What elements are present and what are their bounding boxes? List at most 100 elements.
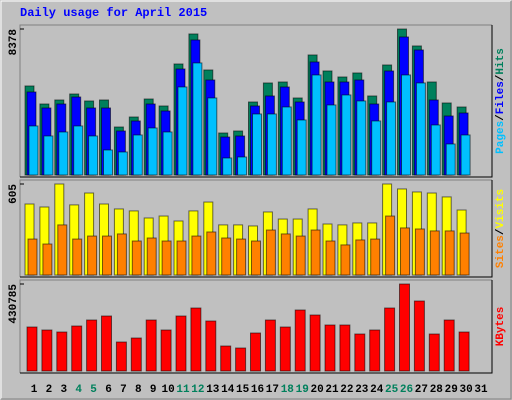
- x-tick-label: 5: [90, 384, 97, 396]
- bar: [43, 135, 54, 176]
- bar: [116, 233, 127, 276]
- x-tick-label: 19: [296, 384, 309, 396]
- x-tick-label: 28: [430, 384, 444, 396]
- panel-frame: [19, 179, 492, 277]
- bar: [280, 233, 291, 276]
- bar: [72, 238, 83, 276]
- bar: [355, 239, 366, 276]
- bar: [71, 325, 83, 372]
- legend-separator: /: [495, 228, 507, 235]
- bar: [354, 333, 366, 372]
- bar: [311, 74, 322, 176]
- bar: [103, 149, 113, 176]
- legend-entry: KBytes: [495, 307, 507, 347]
- x-tick-label: 16: [251, 384, 264, 396]
- legend-entry: Hits: [495, 48, 507, 74]
- x-tick-label: 4: [75, 384, 82, 396]
- bar: [384, 307, 396, 372]
- bar: [459, 232, 470, 276]
- bar: [58, 131, 69, 176]
- bar: [281, 106, 292, 176]
- x-tick-label: 7: [120, 384, 127, 396]
- bar: [399, 283, 410, 372]
- legend-separator: /: [495, 114, 507, 121]
- bar: [145, 319, 157, 372]
- x-tick-label: 20: [310, 384, 323, 396]
- bar: [175, 315, 187, 372]
- bar: [236, 238, 247, 276]
- legend: Sites/Visits: [495, 189, 507, 268]
- bar: [162, 131, 173, 176]
- bar: [460, 134, 471, 176]
- bar: [251, 240, 261, 276]
- panel-frame: [20, 180, 493, 278]
- bar: [401, 74, 411, 176]
- bar: [356, 100, 367, 176]
- bar: [131, 240, 142, 276]
- y-tick-label: 8378: [8, 29, 20, 56]
- bar: [56, 331, 68, 372]
- bar: [296, 119, 307, 176]
- x-tick-label: 11: [176, 384, 190, 396]
- bar: [250, 332, 261, 372]
- bar: [27, 238, 38, 276]
- x-tick-label: 3: [60, 384, 67, 396]
- bar: [252, 113, 262, 176]
- bar: [445, 143, 456, 176]
- bar: [117, 151, 128, 176]
- x-tick-label: 17: [266, 384, 279, 396]
- bar: [325, 240, 336, 276]
- x-tick-label: 1: [31, 384, 38, 396]
- bar: [102, 235, 112, 276]
- bar: [190, 307, 202, 372]
- bar: [87, 235, 98, 276]
- bar: [340, 244, 351, 276]
- bar: [444, 230, 455, 276]
- bar: [73, 125, 84, 176]
- y-tick-label: 605: [8, 184, 20, 204]
- x-tick-label: 8: [135, 384, 142, 396]
- bar: [266, 113, 277, 176]
- x-tick-label: 25: [385, 384, 399, 396]
- bar: [88, 135, 99, 176]
- bar: [235, 347, 247, 372]
- bar: [429, 230, 440, 276]
- x-tick-label: 26: [400, 384, 413, 396]
- x-tick-label: 9: [150, 384, 157, 396]
- x-tick-label: 6: [105, 384, 112, 396]
- bar: [101, 315, 112, 372]
- x-tick-label: 23: [355, 384, 369, 396]
- bar: [326, 104, 337, 176]
- bar: [207, 97, 218, 176]
- bar: [310, 229, 321, 276]
- bar: [205, 320, 217, 372]
- x-tick-label: 24: [370, 384, 384, 396]
- bar: [264, 319, 276, 372]
- x-tick-label: 14: [221, 384, 235, 396]
- x-tick-label: 18: [281, 384, 295, 396]
- bar: [413, 300, 425, 372]
- x-tick-label: 13: [206, 384, 220, 396]
- bar: [339, 324, 351, 372]
- bar: [371, 120, 382, 176]
- x-tick-label: 22: [340, 384, 353, 396]
- panel-frame: [20, 280, 493, 374]
- bar: [237, 156, 248, 176]
- y-tick-label: 430785: [8, 284, 20, 324]
- bar: [130, 337, 142, 372]
- bar: [279, 326, 291, 372]
- legend-separator: /: [495, 74, 507, 81]
- bar: [192, 62, 203, 176]
- bar: [28, 125, 39, 176]
- bar: [294, 309, 306, 372]
- x-tick-label: 30: [459, 384, 472, 396]
- x-tick-label: 27: [415, 384, 428, 396]
- bar: [115, 341, 127, 372]
- legend-entry: Pages: [495, 121, 507, 154]
- bar: [221, 237, 232, 276]
- bar: [220, 345, 232, 372]
- bar: [41, 329, 53, 372]
- bar: [147, 127, 158, 176]
- x-tick-label: 2: [46, 384, 53, 396]
